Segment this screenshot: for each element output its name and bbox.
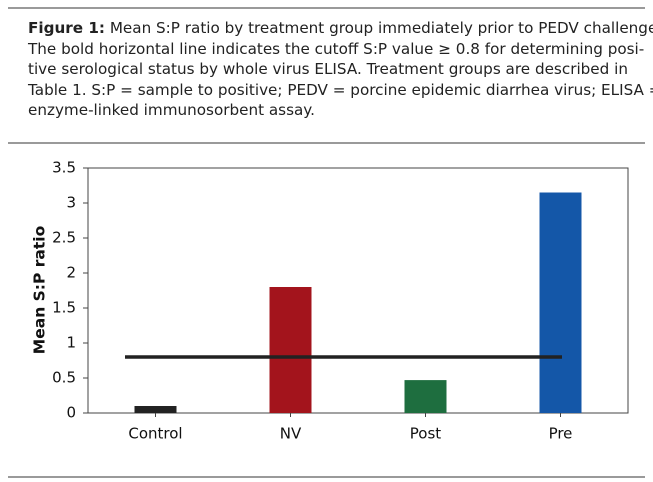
y-tick-label: 1 — [66, 334, 76, 352]
plot-frame — [87, 167, 629, 414]
bar — [134, 406, 177, 413]
caption-text: Mean S:P ratio by treatment group immedi… — [109, 19, 653, 37]
caption-text: enzyme-linked immunosorbent assay. — [28, 101, 315, 119]
caption-line: tive serological status by whole virus E… — [28, 59, 638, 80]
y-tick-label: 0.5 — [52, 369, 76, 387]
caption-line: The bold horizontal line indicates the c… — [28, 39, 644, 60]
caption-text: tive serological status by whole virus E… — [28, 60, 628, 78]
x-tick-label: Post — [410, 425, 442, 443]
caption-rule — [8, 142, 645, 144]
caption-text: Table 1. S:P = sample to positive; PEDV … — [28, 80, 653, 99]
y-tick-label: 2 — [66, 264, 76, 282]
y-tick-label: 2.5 — [52, 229, 76, 247]
y-axis-label: Mean S:P ratio — [31, 226, 49, 354]
caption: Figure 1: Mean S:P ratio by treatment gr… — [28, 18, 653, 121]
bar — [539, 192, 582, 413]
caption-line: enzyme-linked immunosorbent assay. — [28, 100, 638, 121]
caption-label: Figure 1: — [28, 19, 105, 37]
y-tick-label: 3 — [66, 194, 76, 212]
x-tick-label: Pre — [549, 425, 573, 443]
x-tick-label: NV — [280, 425, 302, 443]
bar — [269, 287, 312, 413]
bottom-rule — [8, 476, 645, 478]
top-rule — [8, 7, 645, 9]
caption-line: Table 1. S:P = sample to positive; PEDV … — [28, 80, 653, 101]
caption-line: Figure 1: Mean S:P ratio by treatment gr… — [28, 18, 653, 39]
x-tick-label: Control — [128, 425, 182, 443]
caption-text: The bold horizontal line indicates the c… — [28, 39, 645, 58]
y-tick-label: 0 — [66, 404, 76, 422]
y-tick-label: 3.5 — [52, 159, 76, 177]
bar — [404, 380, 447, 413]
y-tick-label: 1.5 — [52, 299, 76, 317]
